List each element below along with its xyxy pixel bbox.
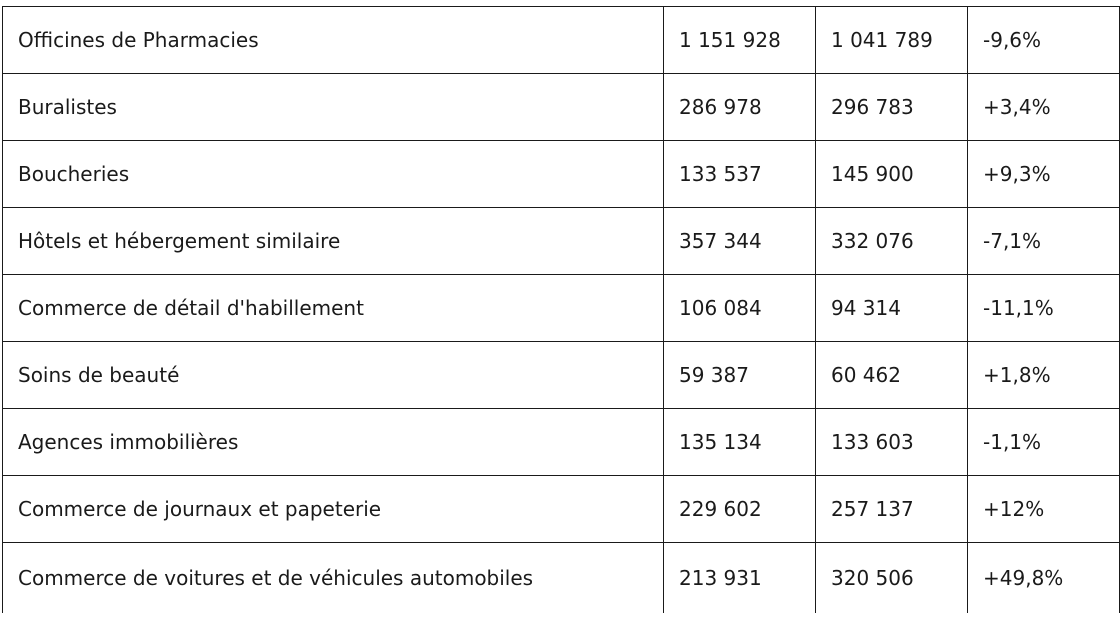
value-1: 133 537	[663, 140, 816, 208]
value-2: 1 041 789	[815, 6, 968, 74]
value-1: 106 084	[663, 274, 816, 342]
value-2: 60 462	[815, 341, 968, 409]
value-2: 94 314	[815, 274, 968, 342]
value-1: 59 387	[663, 341, 816, 409]
variation: -1,1%	[967, 408, 1120, 476]
value-2: 145 900	[815, 140, 968, 208]
table-row: Agences immobilières 135 134 133 603 -1,…	[2, 408, 1120, 476]
variation: +3,4%	[967, 73, 1120, 141]
row-label: Hôtels et hébergement similaire	[2, 207, 664, 275]
row-label: Buralistes	[2, 73, 664, 141]
value-1: 213 931	[663, 542, 816, 613]
value-2: 332 076	[815, 207, 968, 275]
value-2: 296 783	[815, 73, 968, 141]
table-row: Soins de beauté 59 387 60 462 +1,8%	[2, 341, 1120, 409]
value-2: 133 603	[815, 408, 968, 476]
variation: -11,1%	[967, 274, 1120, 342]
table-row: Commerce de détail d'habillement 106 084…	[2, 274, 1120, 342]
value-1: 357 344	[663, 207, 816, 275]
row-label: Commerce de voitures et de véhicules aut…	[2, 542, 664, 613]
variation: -9,6%	[967, 6, 1120, 74]
table-row: Buralistes 286 978 296 783 +3,4%	[2, 73, 1120, 141]
value-1: 1 151 928	[663, 6, 816, 74]
table-row: Commerce de voitures et de véhicules aut…	[2, 542, 1120, 613]
row-label: Boucheries	[2, 140, 664, 208]
table-row: Commerce de journaux et papeterie 229 60…	[2, 475, 1120, 543]
variation: -7,1%	[967, 207, 1120, 275]
value-1: 286 978	[663, 73, 816, 141]
value-1: 229 602	[663, 475, 816, 543]
variation: +12%	[967, 475, 1120, 543]
row-label: Commerce de détail d'habillement	[2, 274, 664, 342]
variation: +9,3%	[967, 140, 1120, 208]
value-2: 320 506	[815, 542, 968, 613]
table-row: Hôtels et hébergement similaire 357 344 …	[2, 207, 1120, 275]
variation: +1,8%	[967, 341, 1120, 409]
table-row: Boucheries 133 537 145 900 +9,3%	[2, 140, 1120, 208]
variation: +49,8%	[967, 542, 1120, 613]
data-table: Officines de Pharmacies 1 151 928 1 041 …	[2, 6, 1120, 613]
value-1: 135 134	[663, 408, 816, 476]
value-2: 257 137	[815, 475, 968, 543]
row-label: Officines de Pharmacies	[2, 6, 664, 74]
table-row: Officines de Pharmacies 1 151 928 1 041 …	[2, 6, 1120, 74]
row-label: Agences immobilières	[2, 408, 664, 476]
row-label: Commerce de journaux et papeterie	[2, 475, 664, 543]
row-label: Soins de beauté	[2, 341, 664, 409]
